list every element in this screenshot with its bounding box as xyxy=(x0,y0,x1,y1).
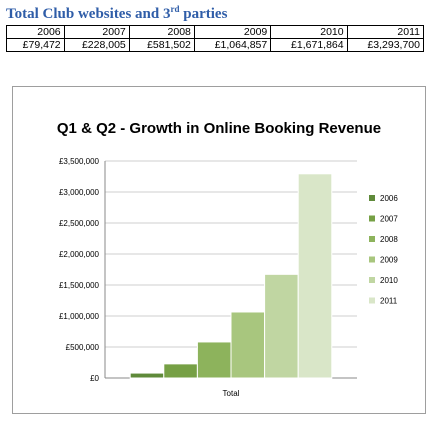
y-tick-label: £3,000,000 xyxy=(59,188,100,197)
table-value-cell: £228,005 xyxy=(63,38,130,52)
legend-swatch-2009 xyxy=(369,256,375,263)
table-year-cell: 2006 xyxy=(6,25,65,39)
revenue-table: 2006 2007 2008 2009 2010 2011 £79,472 £228,005… xyxy=(6,25,425,52)
revenue-chart: Q1 & Q2 - Growth in Online Booking Reven… xyxy=(57,120,398,398)
y-tick-label: £1,500,000 xyxy=(59,281,100,290)
legend-label-2009: 2009 xyxy=(380,256,398,265)
table-header-row: 2006 2007 2008 2009 2010 2011 xyxy=(6,25,425,39)
legend-swatch-2011 xyxy=(369,297,375,304)
bar-2009 xyxy=(230,311,266,379)
heading-text: Total Club websites and 3 xyxy=(6,6,171,22)
legend-swatch-2007 xyxy=(369,215,375,222)
table-value-cell: £3,293,700 xyxy=(346,38,425,52)
heading-text-rest: parties xyxy=(179,6,228,22)
legend-swatch-2008 xyxy=(369,236,375,242)
legend-label-2008: 2008 xyxy=(380,235,398,244)
table-value-cell: £581,502 xyxy=(128,38,195,52)
table-year-cell: 2011 xyxy=(346,25,425,39)
legend-label-2010: 2010 xyxy=(380,276,398,285)
y-tick-label: £2,000,000 xyxy=(59,250,100,259)
chart-frame: Q1 & Q2 - Growth in Online Booking Reven… xyxy=(12,86,426,414)
table-value-row: £79,472 £228,005 £581,502 £1,064,857 £1,671,… xyxy=(6,38,425,52)
table-value-cell: £1,671,864 xyxy=(270,38,348,52)
x-category-label: Total xyxy=(223,389,240,398)
table-year-cell: 2008 xyxy=(128,25,195,39)
page-heading: Total Club websites and 3rd parties xyxy=(6,4,227,23)
legend-swatch-2006 xyxy=(369,195,375,201)
bar-2010 xyxy=(264,273,299,379)
bar-2008 xyxy=(196,341,232,379)
y-tick-label: £2,500,000 xyxy=(59,219,100,228)
table-year-cell: 2010 xyxy=(270,25,348,39)
chart-title: Q1 & Q2 - Growth in Online Booking Reven… xyxy=(57,120,381,137)
bar-2006 xyxy=(129,372,165,379)
bar-2007 xyxy=(163,363,198,379)
legend-label-2006: 2006 xyxy=(380,194,398,203)
heading-superscript: rd xyxy=(170,4,180,14)
y-tick-label: £1,000,000 xyxy=(59,312,100,321)
legend-label-2007: 2007 xyxy=(380,215,398,224)
legend-label-2011: 2011 xyxy=(380,297,398,306)
table-value-cell: £1,064,857 xyxy=(193,38,272,52)
table-value-cell: £79,472 xyxy=(6,38,65,52)
table-year-cell: 2007 xyxy=(63,25,130,39)
table-year-cell: 2009 xyxy=(193,25,272,39)
y-tick-label: £3,500,000 xyxy=(59,157,100,166)
y-tick-label: £0 xyxy=(90,374,99,383)
y-tick-label: £500,000 xyxy=(66,343,100,352)
bar-2011 xyxy=(297,173,333,379)
legend-swatch-2010 xyxy=(369,277,375,283)
